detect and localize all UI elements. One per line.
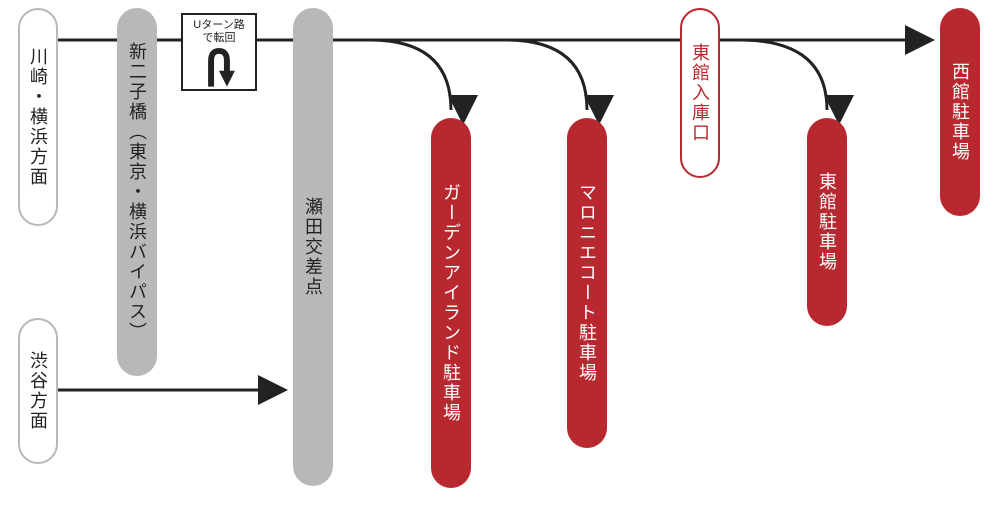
label: 東館入庫口	[691, 43, 709, 143]
branch-higashi	[740, 40, 827, 110]
uturn-sign: Uターン路 で転回	[181, 13, 257, 91]
label: 瀬田交差点	[304, 197, 322, 297]
label: 川崎・横浜方面	[29, 47, 47, 187]
label: 渋谷方面	[29, 351, 47, 431]
uturn-icon	[199, 45, 239, 89]
parking-east-bldg: 東館駐車場	[807, 118, 847, 326]
uturn-label-1: Uターン路	[193, 19, 244, 32]
east-bldg-entrance: 東館入庫口	[680, 8, 720, 178]
uturn-label-2: で転回	[203, 32, 236, 45]
parking-marronnier-court: マロニエコート駐車場	[567, 118, 607, 448]
intersection-seta: 瀬田交差点	[293, 8, 333, 486]
origin-shibuya: 渋谷方面	[18, 318, 58, 464]
label: マロニエコート駐車場	[578, 183, 596, 383]
parking-garden-island: ガーデンアイランド駐車場	[431, 118, 471, 488]
bridge-shinfutako: 新二子橋（東京・横浜バイパス）	[117, 8, 157, 376]
label: 西館駐車場	[951, 62, 969, 162]
origin-kawasaki-yokohama: 川崎・横浜方面	[18, 8, 58, 226]
branch-marronnier	[506, 40, 587, 110]
parking-route-diagram: Uターン路 で転回 川崎・横浜方面 渋谷方面 新二子橋（東京・横浜バイパス） 瀬…	[0, 0, 1000, 509]
parking-west-bldg: 西館駐車場	[940, 8, 980, 216]
label: 新二子橋（東京・横浜バイパス）	[128, 42, 146, 342]
label: 東館駐車場	[818, 172, 836, 272]
branch-garden	[370, 40, 451, 110]
label: ガーデンアイランド駐車場	[442, 183, 460, 423]
